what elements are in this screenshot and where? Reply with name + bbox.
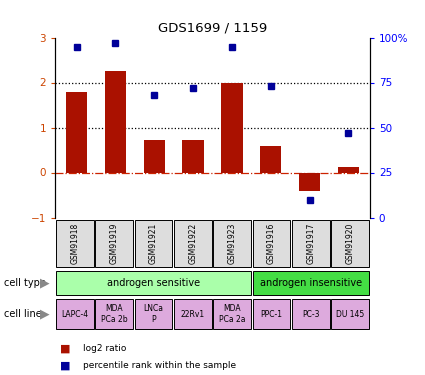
Text: cell type: cell type bbox=[4, 278, 46, 288]
Text: androgen sensitive: androgen sensitive bbox=[107, 278, 200, 288]
Bar bbox=[331, 299, 369, 329]
Text: MDA
PCa 2b: MDA PCa 2b bbox=[101, 304, 128, 324]
Bar bbox=[174, 299, 212, 329]
Text: ▶: ▶ bbox=[40, 308, 49, 321]
Bar bbox=[213, 299, 251, 329]
Text: GSM91917: GSM91917 bbox=[306, 223, 315, 264]
Bar bbox=[338, 167, 359, 172]
Bar bbox=[56, 220, 94, 267]
Bar bbox=[174, 220, 212, 267]
Text: GSM91922: GSM91922 bbox=[188, 223, 197, 264]
Bar bbox=[252, 220, 290, 267]
Bar bbox=[95, 299, 133, 329]
Text: GSM91923: GSM91923 bbox=[228, 223, 237, 264]
Text: androgen insensitive: androgen insensitive bbox=[260, 278, 362, 288]
Text: cell line: cell line bbox=[4, 309, 42, 319]
Bar bbox=[252, 272, 369, 295]
Text: GSM91919: GSM91919 bbox=[110, 223, 119, 264]
Text: ■: ■ bbox=[60, 344, 70, 354]
Bar bbox=[135, 299, 173, 329]
Bar bbox=[299, 172, 320, 190]
Text: ▶: ▶ bbox=[40, 277, 49, 290]
Bar bbox=[135, 220, 173, 267]
Text: GSM91918: GSM91918 bbox=[71, 223, 79, 264]
Bar bbox=[331, 220, 369, 267]
Text: 22Rv1: 22Rv1 bbox=[181, 310, 205, 319]
Bar bbox=[292, 220, 330, 267]
Bar bbox=[221, 82, 243, 172]
Bar bbox=[95, 220, 133, 267]
Bar bbox=[213, 220, 251, 267]
Bar bbox=[182, 140, 204, 172]
Bar bbox=[105, 71, 126, 172]
Title: GDS1699 / 1159: GDS1699 / 1159 bbox=[158, 22, 267, 35]
Text: DU 145: DU 145 bbox=[336, 310, 364, 319]
Text: MDA
PCa 2a: MDA PCa 2a bbox=[219, 304, 245, 324]
Text: GSM91916: GSM91916 bbox=[267, 223, 276, 264]
Text: GSM91921: GSM91921 bbox=[149, 223, 158, 264]
Text: GSM91920: GSM91920 bbox=[346, 223, 354, 264]
Text: PC-3: PC-3 bbox=[302, 310, 320, 319]
Bar bbox=[56, 272, 251, 295]
Bar bbox=[260, 146, 281, 172]
Bar bbox=[144, 140, 165, 172]
Text: PPC-1: PPC-1 bbox=[261, 310, 283, 319]
Text: LAPC-4: LAPC-4 bbox=[61, 310, 88, 319]
Bar bbox=[66, 92, 87, 172]
Text: ■: ■ bbox=[60, 361, 70, 370]
Text: log2 ratio: log2 ratio bbox=[83, 344, 126, 353]
Text: LNCa
P: LNCa P bbox=[144, 304, 164, 324]
Bar bbox=[56, 299, 94, 329]
Text: percentile rank within the sample: percentile rank within the sample bbox=[83, 361, 236, 370]
Bar bbox=[292, 299, 330, 329]
Bar bbox=[252, 299, 290, 329]
